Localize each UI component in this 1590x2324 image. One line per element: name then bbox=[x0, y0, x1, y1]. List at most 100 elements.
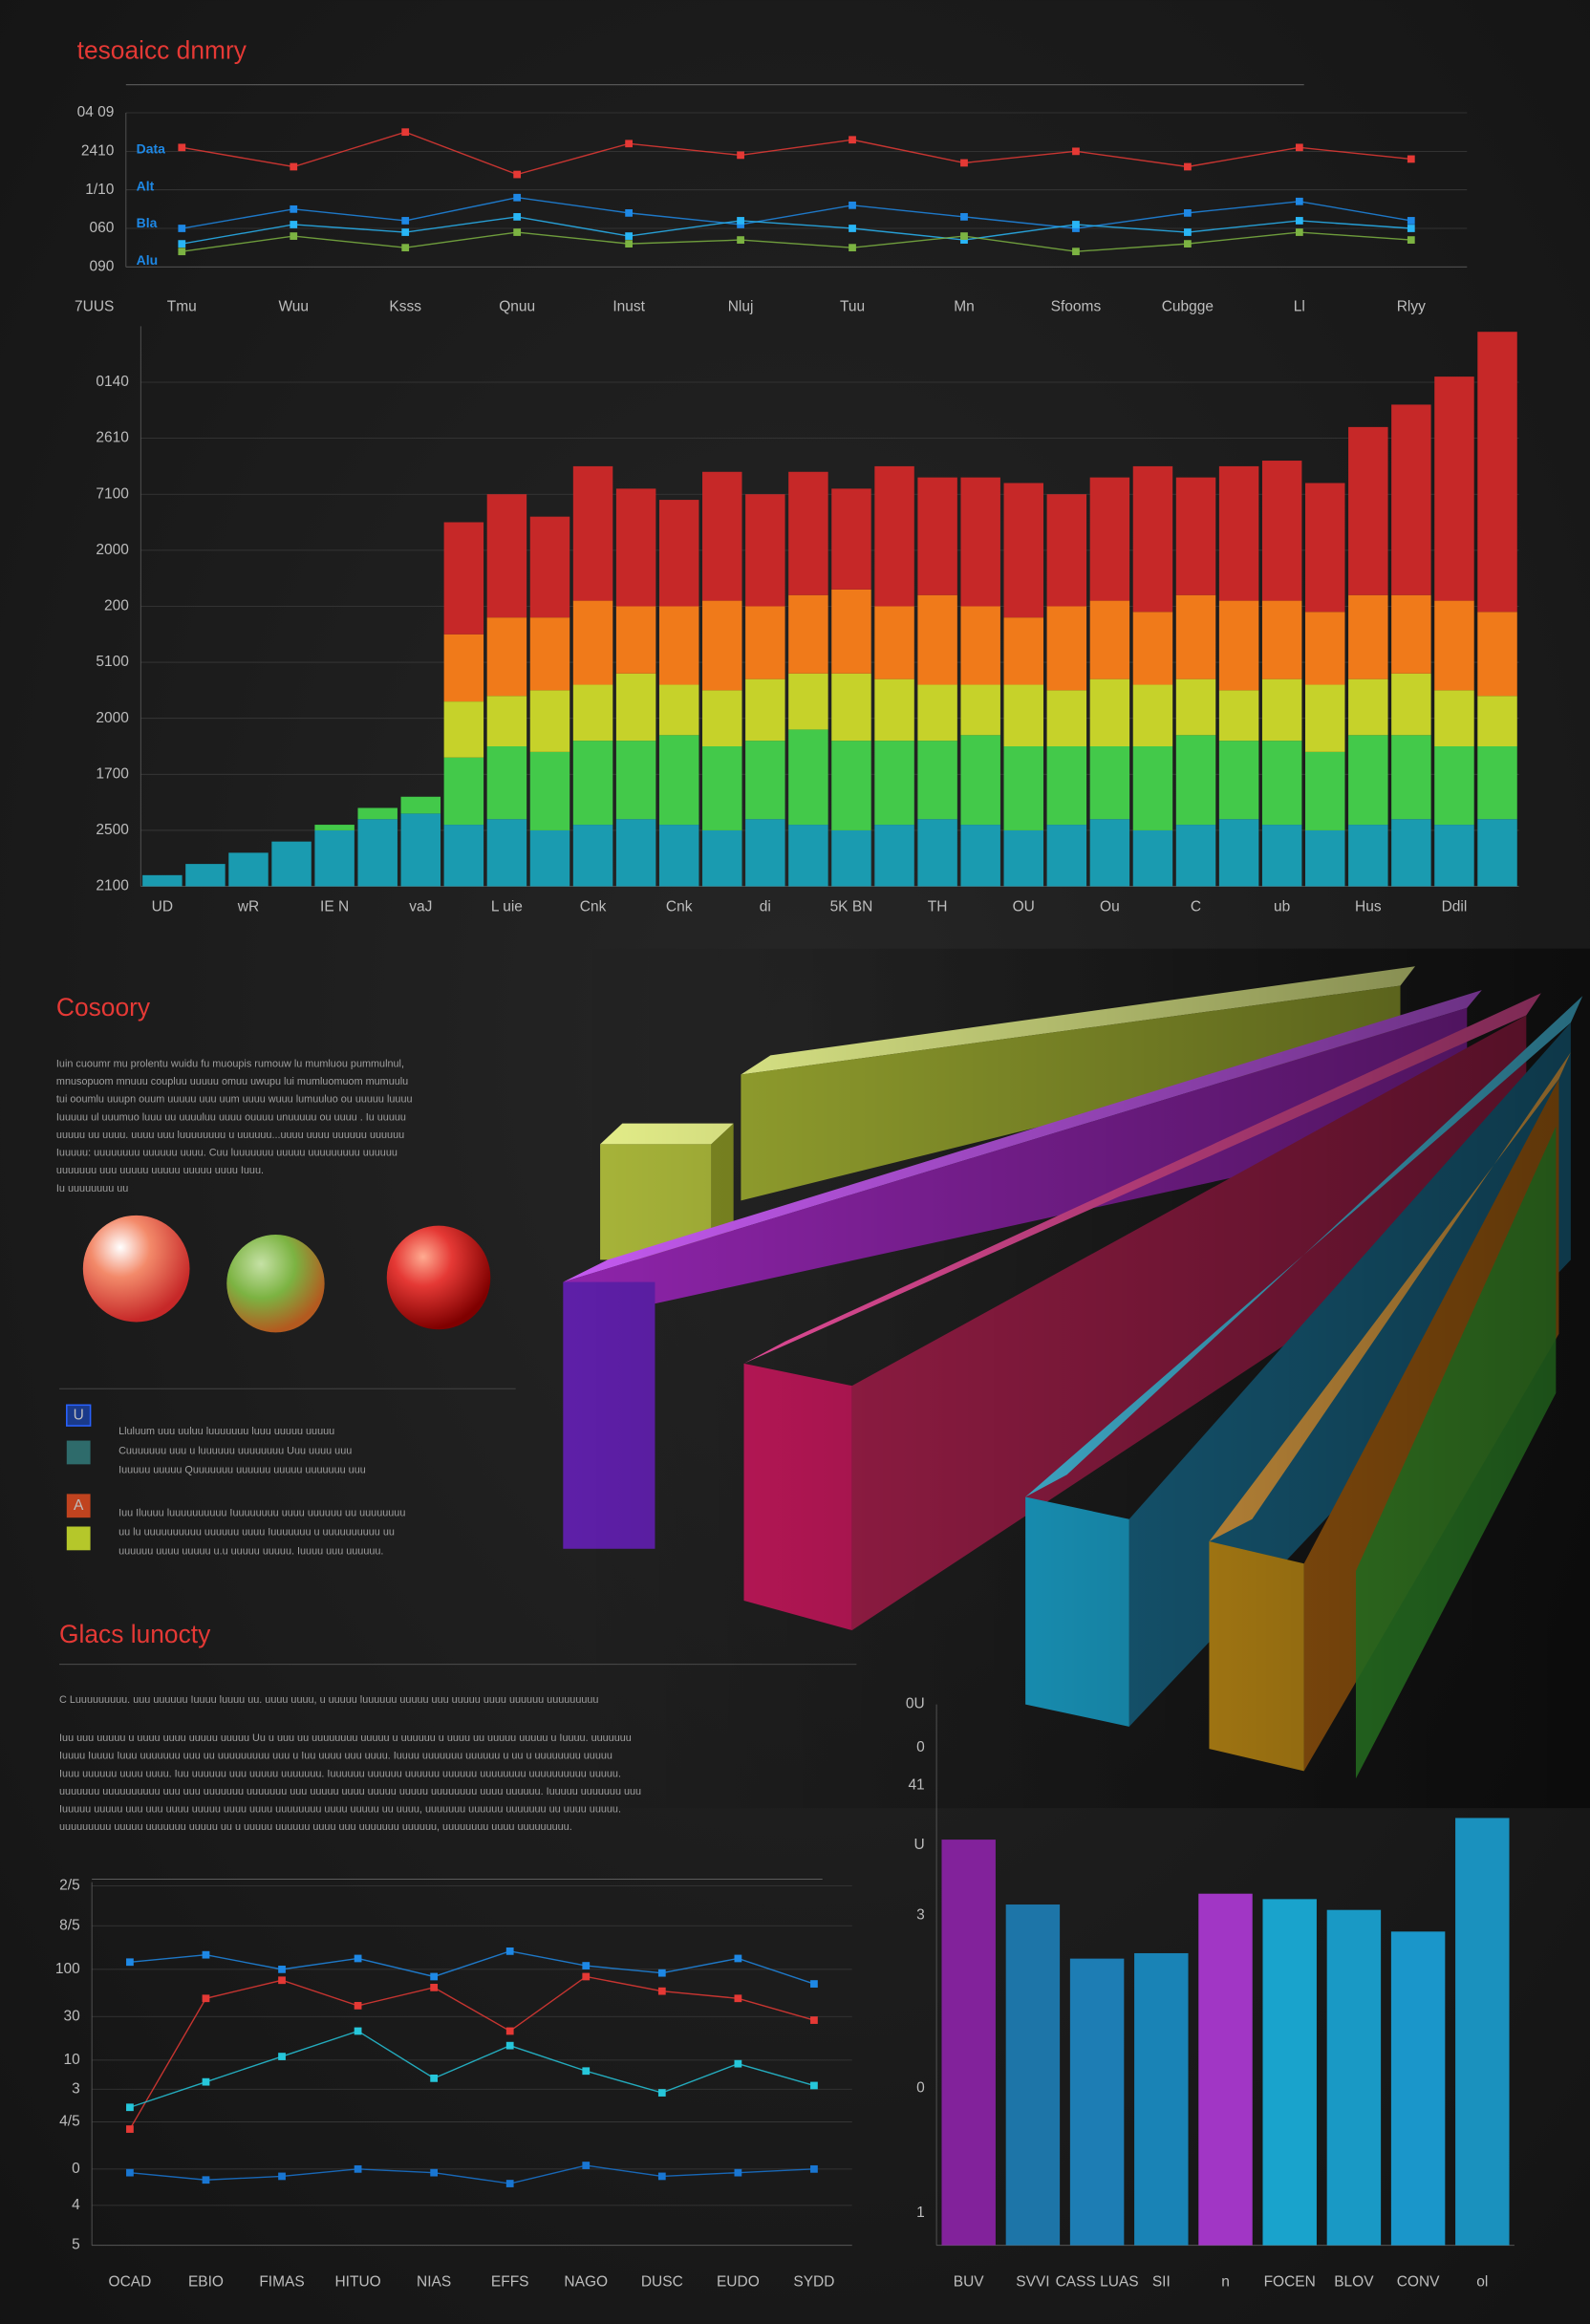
x-tick-label: ol bbox=[1476, 2273, 1488, 2290]
bar-segment bbox=[615, 673, 656, 742]
bar-segment bbox=[1348, 825, 1388, 887]
bar-segment bbox=[314, 829, 355, 887]
x-tick-label: Wuu bbox=[278, 298, 309, 314]
bar-segment bbox=[1477, 332, 1517, 613]
bar-segment bbox=[831, 829, 871, 887]
point bbox=[290, 232, 298, 240]
x-tick-label: NIAS bbox=[417, 2273, 451, 2290]
x-tick-label: vaJ bbox=[409, 898, 432, 915]
x-tick-label: OU bbox=[1013, 898, 1035, 915]
x-tick-label: Inust bbox=[612, 298, 645, 314]
point bbox=[178, 240, 186, 248]
y-tick-label: 4 bbox=[72, 2197, 80, 2213]
section-title: Glacs lunocty bbox=[59, 1620, 211, 1648]
point bbox=[126, 1958, 134, 1967]
bar-segment bbox=[572, 741, 613, 826]
point bbox=[810, 2081, 818, 2090]
bar-segment bbox=[1261, 825, 1302, 887]
point bbox=[1184, 208, 1192, 217]
y-tick-label: 100 bbox=[55, 1961, 80, 1977]
y-tick-label: 060 bbox=[90, 220, 115, 236]
bar-segment bbox=[658, 606, 699, 685]
bar-segment bbox=[1305, 751, 1345, 830]
point bbox=[1184, 228, 1192, 236]
legend-swatch bbox=[66, 1494, 91, 1518]
point bbox=[354, 2164, 362, 2173]
x-tick-label: BLOV bbox=[1334, 2273, 1374, 2290]
x-tick-label: n bbox=[1221, 2273, 1230, 2290]
bar bbox=[1134, 1952, 1189, 2246]
bar-segment bbox=[745, 494, 785, 607]
point bbox=[430, 2074, 439, 2082]
series-line bbox=[182, 231, 1411, 252]
point bbox=[401, 244, 410, 252]
bar bbox=[1198, 1893, 1253, 2246]
legend-swatch bbox=[66, 1440, 91, 1465]
bar-segment bbox=[960, 477, 1000, 607]
bar bbox=[1455, 1818, 1510, 2246]
bar-segment bbox=[1218, 600, 1259, 691]
bar-segment bbox=[1434, 377, 1474, 601]
point bbox=[849, 225, 856, 232]
legend-text: uuuuuu uuuu uuuuu u.u uuuuu uuuuu. Iuuuu… bbox=[118, 1546, 383, 1558]
y-tick-label: U bbox=[913, 1837, 924, 1853]
paragraph-line: Iuuuuu uuuuu uuu uuu uuuu uuuuu uuuu uuu… bbox=[59, 1804, 621, 1816]
legend-mark: A bbox=[74, 1497, 84, 1514]
point bbox=[657, 2089, 666, 2097]
point bbox=[278, 1965, 286, 1973]
x-tick-label: DUSC bbox=[641, 2273, 683, 2290]
bar-segment bbox=[185, 864, 226, 887]
point bbox=[430, 2168, 439, 2177]
bar-segment bbox=[1003, 829, 1043, 887]
legend-swatch bbox=[66, 1526, 91, 1551]
bar-segment bbox=[1003, 684, 1043, 747]
x-tick-label: FOCEN bbox=[1264, 2273, 1316, 2290]
point bbox=[401, 128, 410, 137]
bar-segment bbox=[831, 589, 871, 674]
bar-segment bbox=[1218, 819, 1259, 887]
point bbox=[1407, 236, 1415, 244]
paragraph-line: uuuuuuu uuu uuuuu uuuuu uuuuu uuuu Iuuu. bbox=[56, 1165, 264, 1176]
bar-segment bbox=[1132, 465, 1173, 613]
x-tick-label: Nluj bbox=[728, 298, 754, 314]
x-tick-label: IE N bbox=[320, 898, 349, 915]
bar-segment bbox=[788, 673, 828, 730]
point bbox=[657, 2172, 666, 2181]
point bbox=[202, 1950, 210, 1959]
point bbox=[1072, 221, 1080, 228]
x-tick-label: SYDD bbox=[793, 2273, 834, 2290]
y-tick-label: 2410 bbox=[81, 142, 115, 159]
point bbox=[849, 201, 856, 209]
bar-segment bbox=[1046, 746, 1087, 826]
paragraph-line: mnusopuom mnuuu coupluu uuuuu omuu uwupu… bbox=[56, 1076, 408, 1087]
point bbox=[290, 221, 298, 228]
bar-segment bbox=[572, 465, 613, 601]
bar-segment bbox=[1348, 594, 1388, 679]
bar-segment bbox=[745, 606, 785, 679]
point bbox=[202, 2077, 210, 2086]
point bbox=[278, 2172, 286, 2181]
bar-segment bbox=[788, 825, 828, 887]
bar-segment bbox=[1046, 606, 1087, 691]
illustration-3d-bars bbox=[563, 948, 1590, 1809]
point bbox=[1072, 247, 1080, 256]
paragraph-line: Iu uuuuuuuu uu bbox=[56, 1183, 128, 1194]
bar-segment bbox=[1003, 483, 1043, 618]
x-tick-label: Qnuu bbox=[499, 298, 535, 314]
bar-segment bbox=[1089, 600, 1130, 679]
bar-segment bbox=[831, 673, 871, 742]
bar-segment bbox=[1218, 465, 1259, 601]
point bbox=[278, 1976, 286, 1985]
bar-segment bbox=[486, 819, 527, 887]
point bbox=[1407, 217, 1415, 225]
bar-segment bbox=[788, 471, 828, 595]
series-line bbox=[182, 216, 1411, 245]
bar-segment bbox=[658, 684, 699, 736]
y-tick-label: 3 bbox=[916, 1906, 925, 1923]
y-tick-label: 5 bbox=[72, 2237, 80, 2253]
bar-segment bbox=[1089, 746, 1130, 820]
bar-segment bbox=[874, 825, 914, 887]
legend-label: Alt bbox=[137, 178, 155, 193]
bar-segment bbox=[874, 741, 914, 826]
bar-segment bbox=[1348, 735, 1388, 826]
